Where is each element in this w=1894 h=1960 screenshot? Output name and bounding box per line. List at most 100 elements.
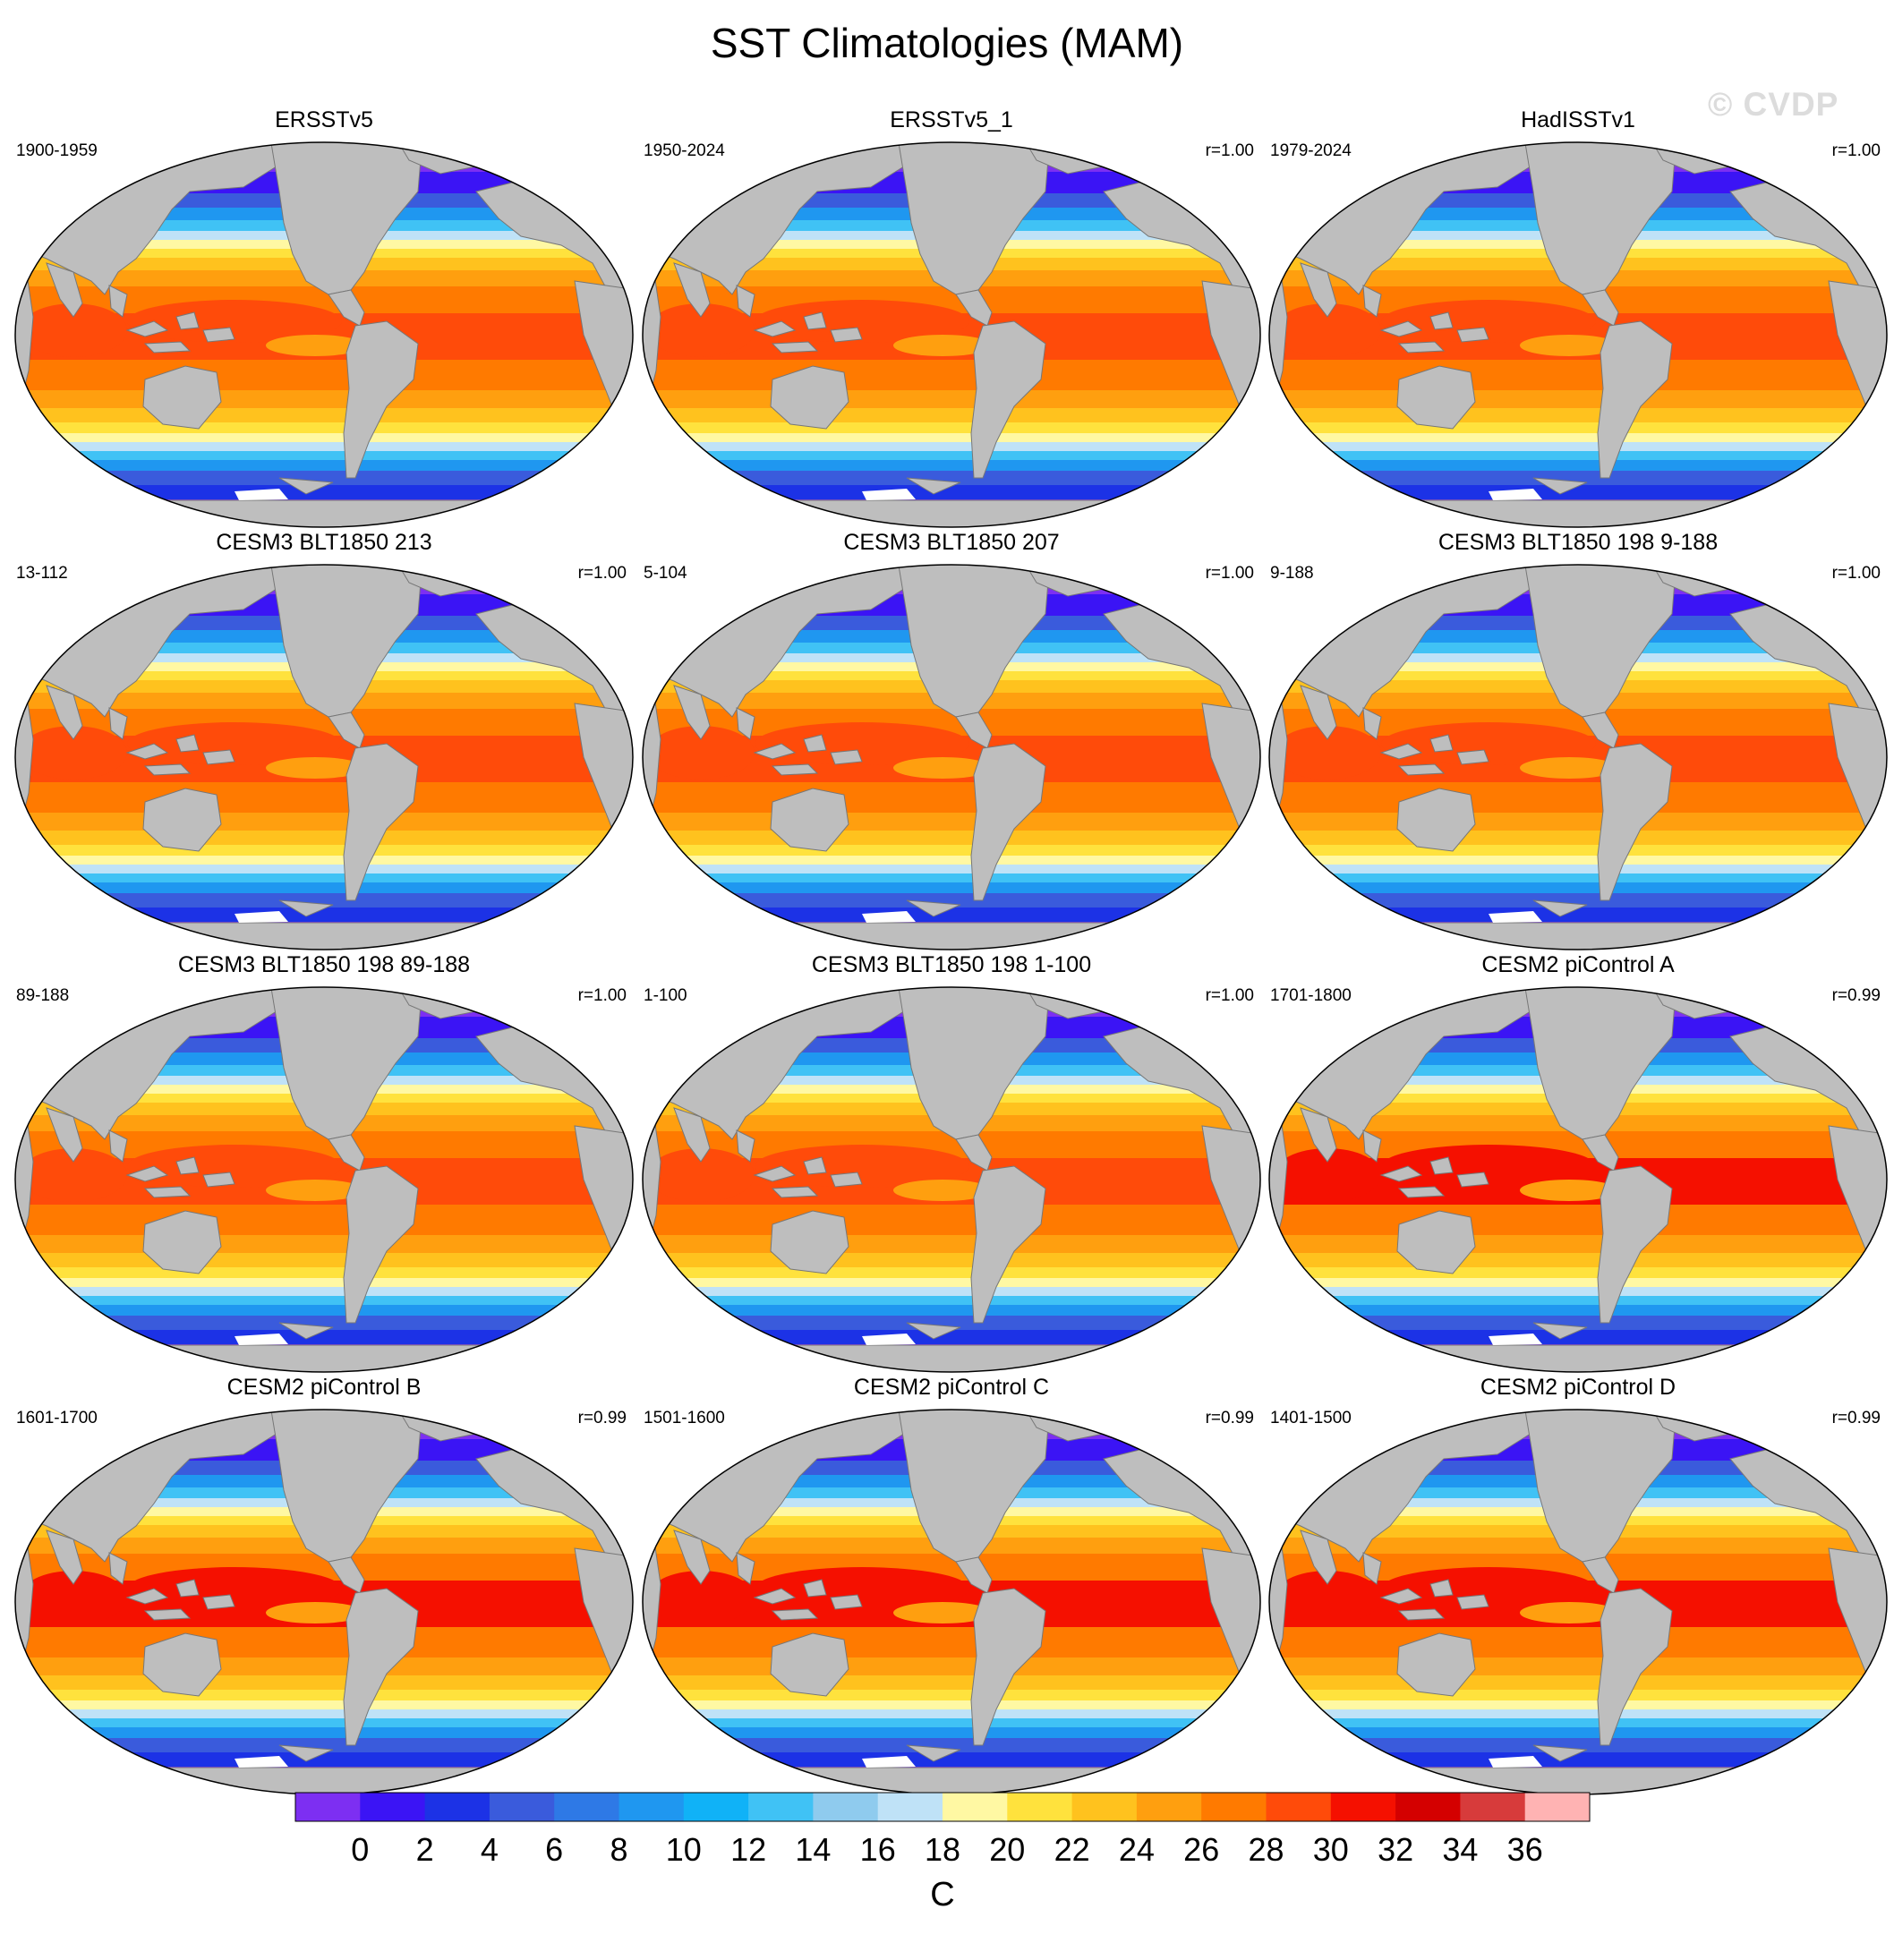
land-mass [753,743,797,760]
sst-band [643,813,1260,831]
land-mass [142,365,222,430]
sea-ice [862,1334,916,1345]
sst-map [642,1409,1261,1795]
sst-band [643,1727,1260,1738]
map-outline [1268,986,1888,1373]
land-mass [1532,1322,1588,1340]
land-mass [1532,899,1588,917]
warm-pool [1274,1148,1381,1202]
warm-pool [647,303,755,357]
colorbar-tick-label: 4 [481,1831,499,1868]
warm-pool [755,1145,969,1188]
sst-band [1269,1316,1887,1330]
sst-band [643,1305,1260,1316]
warm-pool [127,1567,342,1610]
sst-map [642,564,1261,950]
sst-band [643,865,1260,873]
land-mass [753,1588,797,1605]
land-mass [803,1156,827,1175]
map-panel: CESM3 BLT1850 213 13-112 r=1.00 [11,528,637,950]
sst-band [1269,1267,1887,1278]
sst-band [643,422,1260,433]
sst-map [14,141,634,528]
sst-band [15,1296,633,1305]
panel-title: ERSSTv5 [275,107,373,132]
sea-ice [862,911,916,923]
land-mass [1396,365,1476,430]
land-mass [343,1588,419,1746]
land-mass [46,1107,83,1163]
panel-correlation: r=1.00 [1831,141,1881,160]
panel-title: CESM2 piControl A [1481,952,1675,977]
land-mass [753,1165,797,1182]
page-title: SST Climatologies (MAM) [710,20,1184,66]
land-mass [142,788,222,852]
land-mass [343,320,419,479]
warm-pool [20,1571,127,1624]
panel-period: 1979-2024 [1270,141,1352,160]
cold-tongue [1520,1602,1618,1623]
sst-band [1269,485,1887,499]
colorbar-tick-label: 28 [1248,1831,1284,1868]
land-mass [1300,685,1337,740]
sst-band [15,442,633,451]
land-mass [143,1608,192,1621]
panel-period: 1950-2024 [644,141,725,160]
land-mass [1379,1165,1423,1182]
land-mass [770,1632,849,1697]
sst-band [643,856,1260,865]
sst-map [1268,1409,1888,1795]
land-mass [142,1632,222,1697]
sst-band [15,845,633,856]
sst-band [1269,882,1887,893]
sst-band [15,1267,633,1278]
panel-correlation: r=1.00 [577,986,627,1005]
map-panel: CESM3 BLT1850 198 89-188 89-188 r=1.00 [11,950,637,1373]
land-mass [46,685,83,740]
land-mass [803,1579,827,1598]
sst-band [643,908,1260,922]
sst-band [15,485,633,499]
land-mass [202,1594,235,1610]
sst-band [15,856,633,865]
warm-pool [647,1148,755,1202]
land-mass [803,311,827,330]
sst-band [1269,865,1887,873]
land-mass [906,477,961,495]
cold-tongue [893,757,992,779]
sst-band [1269,408,1887,422]
panel-period: 1701-1800 [1270,986,1352,1005]
colorbar-tick-label: 18 [925,1831,960,1868]
sst-band [1269,893,1887,908]
panel-title: CESM3 BLT1850 198 89-188 [177,952,471,977]
sst-band [15,1738,633,1752]
land-mass [1532,1744,1588,1762]
sst-band [643,1627,1260,1657]
panel-title: HadISSTv1 [1521,107,1635,132]
land-mass [1582,289,1619,327]
sst-band [643,831,1260,845]
sst-band [1269,845,1887,856]
land-mass [1582,1134,1619,1172]
colorbar-tick-label: 26 [1183,1831,1219,1868]
sst-band [15,873,633,882]
land-mass [278,1744,334,1762]
sst-band [1269,471,1887,485]
panel-correlation: r=1.00 [1205,986,1254,1005]
sst-band [643,433,1260,442]
colorbar-tick-label: 0 [351,1831,369,1868]
colorbar-tick-label: 30 [1313,1831,1349,1868]
land-mass [955,712,993,749]
map-panel: CESM2 piControl B 1601-1700 r=0.99 [11,1373,637,1795]
land-mass [1429,1156,1454,1175]
land-mass [1300,1107,1337,1163]
cold-tongue [893,335,992,356]
panel-period: 1900-1959 [16,141,98,160]
sst-band [15,1690,633,1700]
sst-band [1269,1709,1887,1718]
panel-period: 9-188 [1270,564,1314,583]
land-mass [830,1172,863,1188]
land-mass [771,1186,819,1198]
warm-pool [647,1571,755,1624]
land-mass [673,262,711,318]
